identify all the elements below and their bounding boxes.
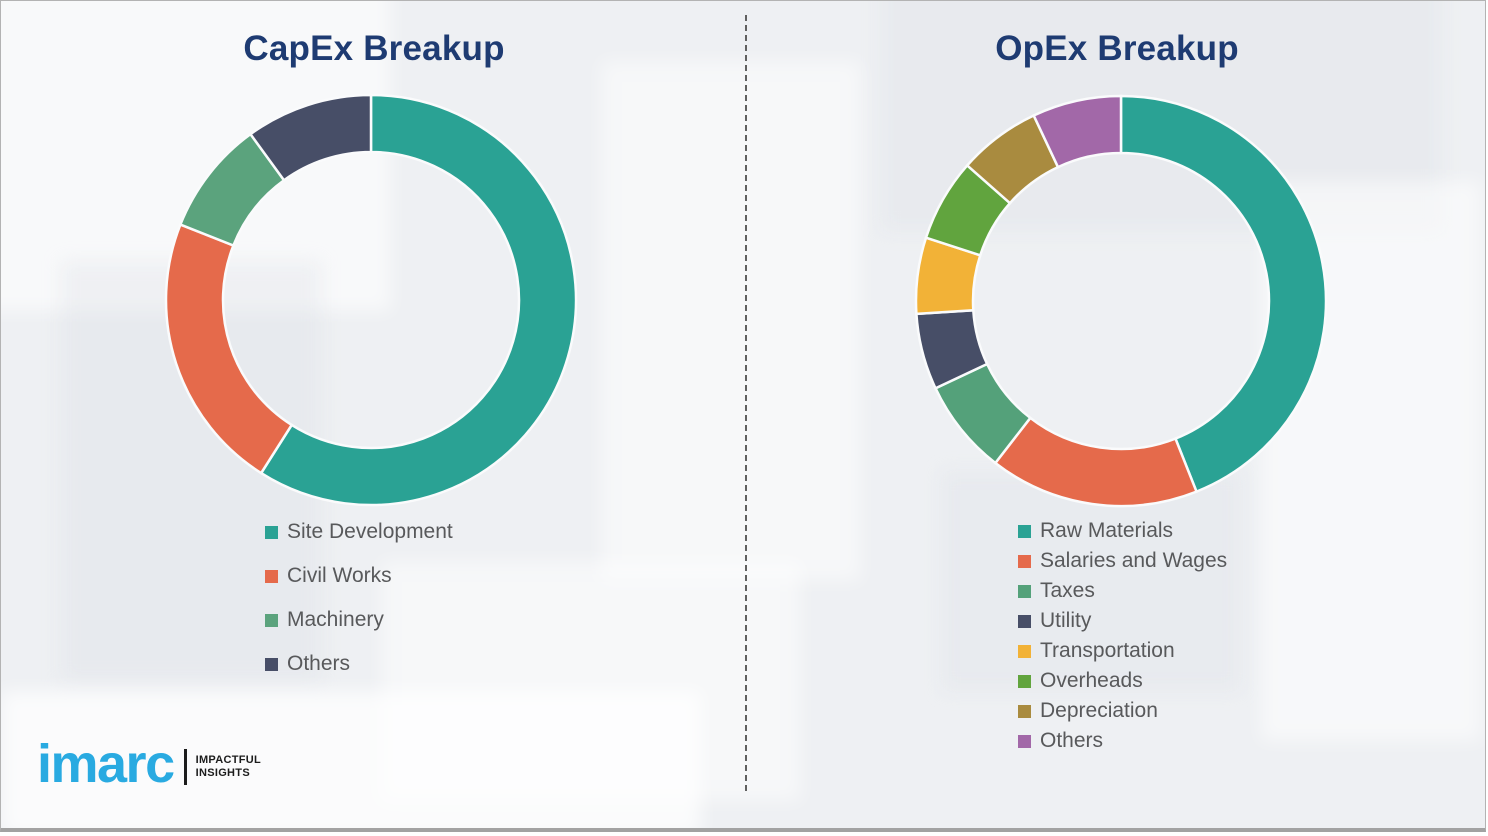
opex-legend: Raw Materials Salaries and Wages Taxes Util…: [1018, 516, 1227, 756]
imarc-logo-text: imarc: [37, 734, 175, 794]
legend-swatch-utility: [1018, 614, 1031, 628]
legend-label-others: Others: [1040, 729, 1104, 752]
capex-chart-title: CapEx Breakup: [243, 29, 505, 68]
legend-item-salaries-and-wages: Salaries and Wages: [1018, 546, 1227, 576]
segment-civil-works: [164, 222, 294, 475]
opex-chart-title: OpEx Breakup: [995, 29, 1239, 68]
legend-label-machinery: Machinery: [287, 608, 384, 631]
segment-others: [248, 93, 373, 183]
logo-tagline-line2: INSIGHTS: [195, 767, 250, 779]
legend-swatch-taxes: [1018, 584, 1031, 598]
legend-label-utility: Utility: [1040, 609, 1092, 632]
legend-swatch-civil-works: [265, 569, 278, 583]
vertical-dashed-divider: [745, 15, 747, 791]
legend-item-utility: Utility: [1018, 606, 1227, 636]
legend-label-overheads: Overheads: [1040, 669, 1143, 692]
legend-swatch-machinery: [265, 613, 278, 627]
segment-salaries-and-wages: [993, 416, 1199, 508]
opex-donut-chart: [911, 91, 1331, 511]
legend-label-raw-materials: Raw Materials: [1040, 519, 1174, 542]
legend-item-others: Others: [1018, 726, 1227, 756]
legend-label-transportation: Transportation: [1040, 639, 1175, 662]
legend-item-raw-materials: Raw Materials: [1018, 516, 1227, 546]
segment-others: [1032, 94, 1123, 169]
legend-swatch-transportation: [1018, 644, 1031, 658]
logo-tagline: IMPACTFUL INSIGHTS: [196, 754, 261, 780]
legend-item-depreciation: Depreciation: [1018, 696, 1227, 726]
legend-label-others: Others: [287, 652, 351, 675]
logo-divider-bar: [183, 749, 187, 785]
legend-swatch-raw-materials: [1018, 524, 1031, 538]
legend-swatch-site-development: [265, 525, 278, 539]
opex-breakup-donut-svg: [914, 94, 1328, 508]
logo-tagline-line1: IMPACTFUL: [195, 754, 262, 766]
legend-label-taxes: Taxes: [1040, 579, 1095, 602]
capex-donut-chart: [161, 90, 581, 510]
legend-swatch-depreciation: [1018, 704, 1031, 718]
legend-item-site-development: Site Development: [265, 510, 453, 554]
legend-item-transportation: Transportation: [1018, 636, 1227, 666]
legend-item-taxes: Taxes: [1018, 576, 1227, 606]
legend-item-overheads: Overheads: [1018, 666, 1227, 696]
legend-item-others: Others: [265, 642, 453, 686]
legend-swatch-others: [1018, 734, 1031, 748]
capex-breakup-donut-svg: [164, 93, 578, 507]
legend-label-site-development: Site Development: [287, 520, 453, 543]
legend-label-salaries-and-wages: Salaries and Wages: [1040, 549, 1228, 572]
background-watermark: [601, 61, 861, 581]
segment-raw-materials: [1119, 94, 1328, 494]
capex-legend: Site Development Civil Works Machinery Othe…: [265, 510, 453, 686]
legend-swatch-salaries-and-wages: [1018, 554, 1031, 568]
legend-swatch-others: [265, 657, 278, 671]
imarc-logo: imarc IMPACTFUL INSIGHTS: [37, 737, 261, 791]
legend-item-machinery: Machinery: [265, 598, 453, 642]
legend-swatch-overheads: [1018, 674, 1031, 688]
legend-label-depreciation: Depreciation: [1040, 699, 1158, 722]
legend-label-civil-works: Civil Works: [287, 564, 392, 587]
legend-item-civil-works: Civil Works: [265, 554, 453, 598]
segment-site-development: [259, 93, 578, 507]
